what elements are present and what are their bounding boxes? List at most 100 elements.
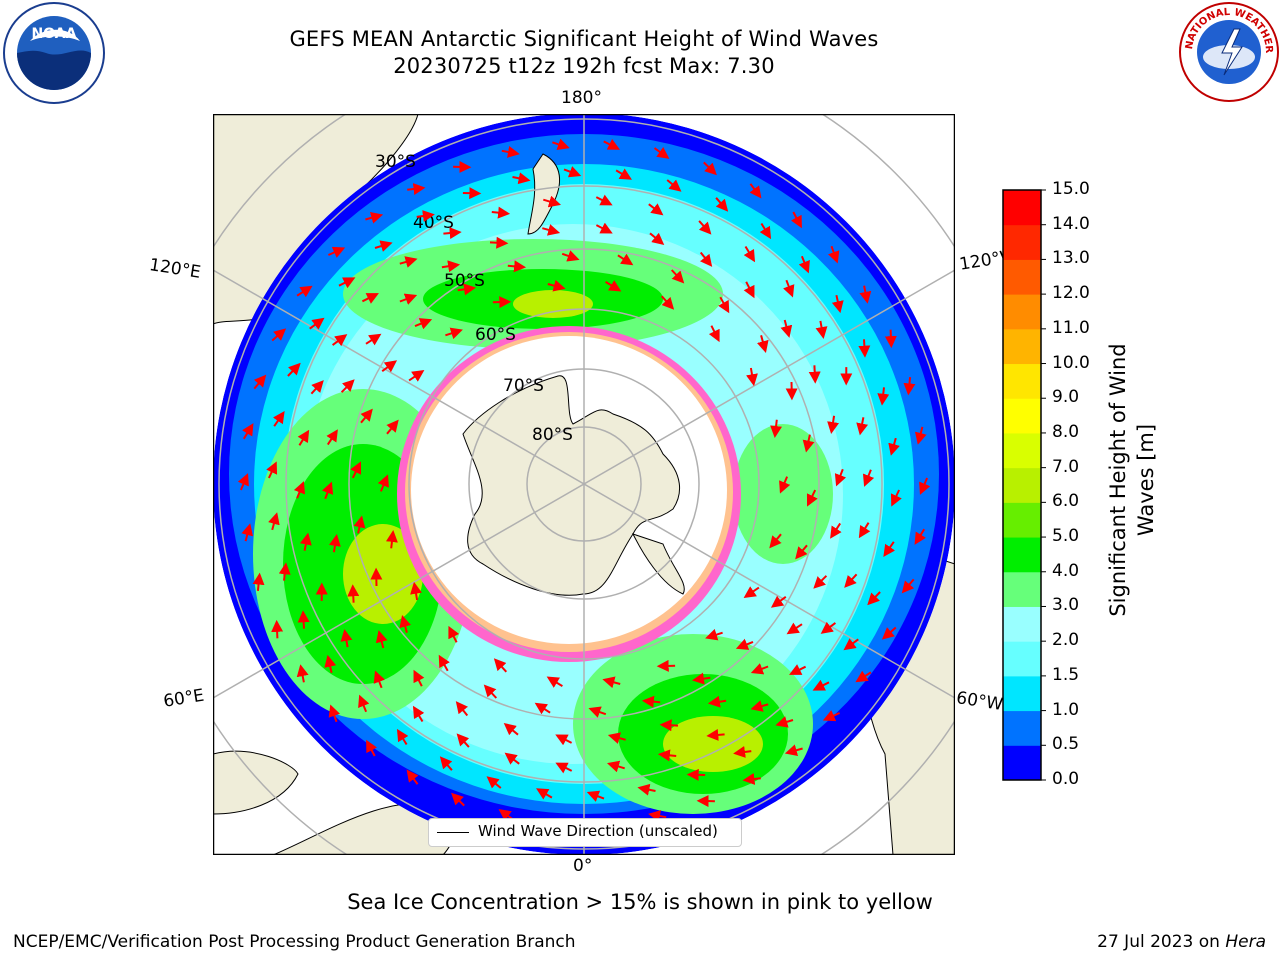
wave-direction-arrow: [595, 222, 613, 234]
colorbar-tick-label: 1.0: [1052, 699, 1080, 720]
wave-direction-arrow: [555, 734, 573, 746]
wave-direction-arrow: [241, 523, 254, 542]
wave-direction-arrow: [615, 168, 632, 180]
wave-direction-arrow: [407, 183, 426, 195]
wave-direction-arrow: [699, 251, 713, 267]
colorbar-tick-label: 4.0: [1052, 560, 1080, 581]
wave-direction-arrow: [890, 489, 902, 507]
wave-direction-arrow: [252, 572, 265, 592]
colorbar-tick-label: 10.0: [1052, 352, 1090, 373]
wave-direction-arrow: [561, 250, 580, 262]
lon-label-180: 180°: [561, 88, 602, 108]
wave-direction-arrow: [746, 367, 758, 387]
wave-direction-arrow: [443, 227, 462, 240]
wave-direction-arrow: [756, 335, 769, 354]
wave-direction-arrow: [326, 429, 338, 446]
wave-direction-arrow: [808, 365, 821, 384]
footer-date: 27 Jul 2023 on Hera: [1097, 932, 1266, 952]
wave-direction-arrow: [360, 408, 373, 424]
polar-map: 30°S 40°S 50°S 60°S 70°S 80°S: [213, 114, 955, 855]
wave-direction-arrow: [350, 461, 362, 479]
wave-patch-atlantic-peak: [663, 716, 763, 772]
wave-direction-arrow: [296, 664, 309, 683]
wave-direction-arrow: [310, 380, 324, 395]
wave-patch-east: [733, 424, 833, 564]
wave-direction-arrow: [297, 429, 310, 446]
colorbar-segment: [1003, 571, 1041, 607]
map-legend: Wind Wave Direction (unscaled): [428, 818, 742, 847]
colorbar-tick-label: 0.5: [1052, 734, 1080, 755]
wave-direction-arrow: [278, 562, 291, 581]
land-new-zealand: [527, 153, 561, 235]
wave-direction-arrow: [770, 419, 783, 438]
wave-direction-arrow: [451, 792, 465, 807]
wave-direction-arrow: [534, 702, 551, 715]
colorbar-segment: [1003, 432, 1041, 469]
chart-subtitle: 20230725 t12z 192h fcst Max: 7.30: [393, 54, 775, 78]
wave-direction-arrow: [858, 522, 871, 539]
colorbar-segment: [1003, 190, 1041, 226]
wave-direction-arrow: [457, 283, 476, 296]
wave-direction-arrow: [438, 654, 450, 672]
colorbar-segment: [1003, 294, 1041, 330]
wave-direction-arrow: [399, 614, 412, 633]
graticule: [213, 114, 955, 855]
wave-direction-arrow: [503, 722, 519, 736]
wave-direction-arrow: [914, 528, 926, 545]
wave-direction-arrow: [272, 411, 285, 427]
wave-direction-arrow: [408, 370, 425, 382]
lat-label-80s: 80°S: [532, 425, 573, 445]
colorbar-segment: [1003, 224, 1041, 260]
svg-text:NOAA: NOAA: [32, 26, 77, 42]
wave-direction-arrow: [750, 700, 769, 712]
wave-direction-arrow: [735, 638, 754, 650]
wave-direction-arrow: [416, 210, 435, 222]
wave-direction-arrow: [414, 318, 433, 330]
wave-direction-arrow: [493, 658, 508, 673]
wave-direction-arrow: [328, 704, 340, 723]
wave-direction-arrow: [297, 610, 310, 629]
colorbar-tick-label: 8.0: [1052, 421, 1080, 442]
wave-direction-arrow: [641, 695, 661, 708]
wave-direction-arrow: [903, 376, 916, 396]
wind-wave-arrows: [237, 138, 931, 830]
lat-label-70s: 70°S: [503, 376, 544, 396]
colorbar-tick-label: 9.0: [1052, 387, 1080, 408]
wave-direction-arrow: [489, 236, 509, 249]
wave-direction-arrow: [386, 419, 399, 435]
wave-direction-arrow: [670, 269, 685, 284]
wave-direction-arrow: [786, 622, 803, 635]
wave-direction-arrow: [338, 277, 356, 289]
wave-direction-arrow: [705, 628, 723, 641]
wave-direction-arrow: [790, 211, 802, 229]
chart-title: GEFS MEAN Antarctic Significant Height o…: [289, 27, 879, 51]
wave-direction-arrow: [834, 468, 847, 487]
colorbar-segment: [1003, 363, 1041, 399]
wave-direction-arrow: [512, 172, 531, 185]
lon-label-120e: 120°E: [147, 255, 203, 283]
colorbar-tick-label: 3.0: [1052, 595, 1080, 616]
wave-direction-arrow: [708, 325, 720, 343]
wave-direction-arrow: [501, 146, 520, 158]
colorbar-segment: [1003, 502, 1041, 538]
wave-direction-arrow: [666, 179, 682, 192]
wave-direction-arrow: [743, 245, 756, 263]
colorbar-label: Significant Height of Wind Waves [m]: [1106, 343, 1158, 617]
wave-direction-arrow: [340, 629, 353, 648]
wave-direction-arrow: [381, 360, 398, 373]
lat-label-50s: 50°S: [444, 271, 485, 291]
wave-direction-arrow: [445, 327, 463, 340]
wave-direction-arrow: [659, 719, 679, 732]
wave-direction-arrow: [385, 530, 398, 549]
wave-direction-arrow: [698, 220, 712, 235]
legend-label: Wind Wave Direction (unscaled): [478, 822, 718, 840]
wave-direction-arrow: [855, 670, 872, 683]
wave-direction-arrow: [706, 728, 725, 741]
wave-direction-arrow: [856, 417, 869, 436]
wave-direction-arrow: [881, 626, 897, 640]
wave-direction-arrow: [547, 279, 566, 292]
wave-direction-arrow: [491, 206, 511, 219]
wave-direction-arrow: [504, 752, 520, 765]
wave-direction-arrow: [806, 489, 818, 507]
wave-direction-arrow: [412, 705, 425, 723]
